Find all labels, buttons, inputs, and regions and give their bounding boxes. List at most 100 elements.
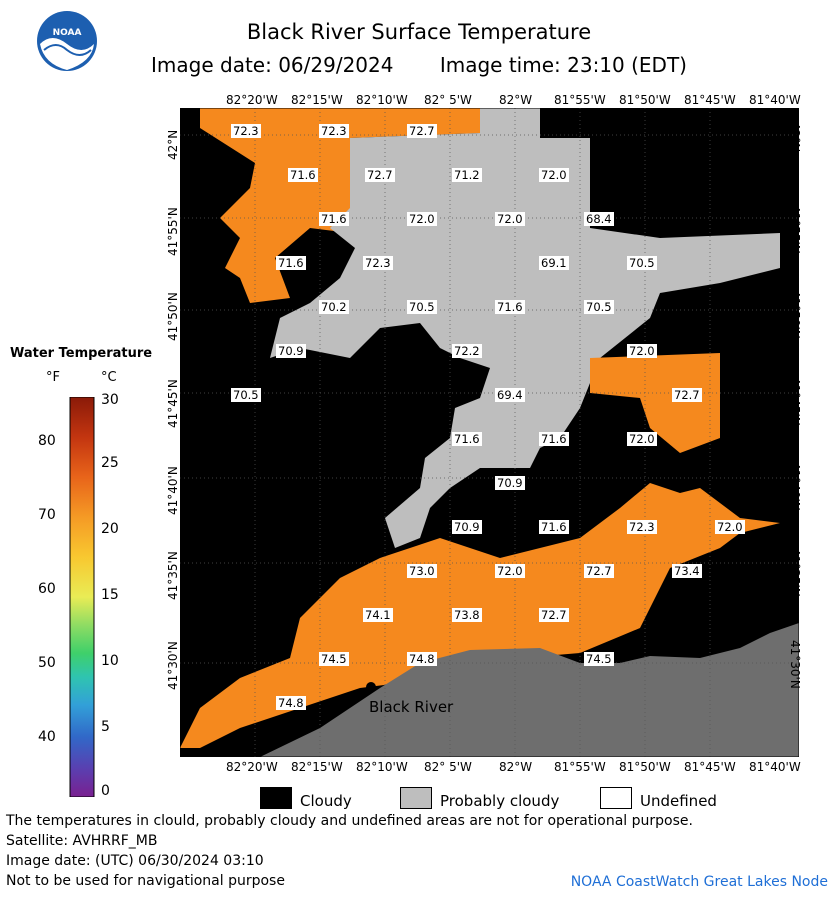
image-datetime: Image date: 06/29/2024 Image time: 23:10…	[0, 53, 838, 77]
black-river-marker	[366, 682, 376, 692]
f-tick-40: 40	[38, 729, 56, 745]
temp-label: 70.9	[495, 476, 525, 490]
temp-label: 71.2	[452, 168, 482, 182]
lon-tick-top-1: 82°20'W	[226, 93, 278, 107]
c-tick-30: 30	[101, 392, 119, 408]
temp-label: 72.0	[627, 344, 657, 358]
lon-tick-bottom-3: 82°10'W	[356, 760, 408, 774]
temp-label: 72.7	[672, 388, 702, 402]
temp-label: 70.5	[407, 300, 437, 314]
lat-tick-left-2: 41°55'N	[166, 207, 180, 256]
lat-tick-left-4: 41°45'N	[166, 379, 180, 428]
lon-tick-bottom-2: 82°15'W	[291, 760, 343, 774]
lon-tick-top-8: 81°45'W	[684, 93, 736, 107]
warm-water-north	[200, 108, 480, 303]
warm-water-east	[590, 353, 720, 453]
footer-satellite: Satellite: AVHRRF_MB	[6, 833, 158, 849]
temp-label: 72.0	[495, 212, 525, 226]
lat-tick-right-7: 41°30'N	[788, 640, 802, 689]
footer-utc-date: Image date: (UTC) 06/30/2024 03:10	[6, 853, 264, 869]
temp-label: 72.0	[407, 212, 437, 226]
temp-label: 72.3	[319, 124, 349, 138]
lat-tick-right-4: 41°45'N	[788, 377, 802, 426]
legend-probably-cloudy-label: Probably cloudy	[440, 792, 560, 810]
temp-label: 72.3	[363, 256, 393, 270]
lon-tick-top-6: 81°55'W	[554, 93, 606, 107]
lon-tick-top-7: 81°50'W	[619, 93, 671, 107]
temp-label: 71.6	[319, 212, 349, 226]
temp-label: 72.7	[407, 124, 437, 138]
temp-label: 70.5	[231, 388, 261, 402]
temp-label: 72.2	[452, 344, 482, 358]
lon-tick-top-5: 82°W	[499, 93, 533, 107]
temp-label: 70.9	[452, 520, 482, 534]
c-tick-5: 5	[101, 719, 110, 735]
lon-tick-top-3: 82°10'W	[356, 93, 408, 107]
page-title: Black River Surface Temperature	[246, 20, 592, 44]
lat-tick-left-6: 41°35'N	[166, 551, 180, 600]
lat-tick-left-1: 42°N	[166, 129, 180, 160]
color-bar	[69, 397, 95, 797]
noaa-logo: NOAA	[36, 10, 98, 72]
credit: NOAA CoastWatch Great Lakes Node	[570, 874, 828, 890]
temp-label: 71.6	[495, 300, 525, 314]
black-river-label: Black River	[369, 698, 454, 716]
c-tick-25: 25	[101, 455, 119, 471]
lon-tick-bottom-9: 81°40'W	[749, 760, 801, 774]
temperature-map	[180, 108, 799, 757]
temp-label: 69.1	[539, 256, 569, 270]
legend-undefined-swatch	[600, 787, 632, 809]
lat-tick-left-3: 41°50'N	[166, 292, 180, 341]
lon-tick-bottom-1: 82°20'W	[226, 760, 278, 774]
temp-label: 72.0	[495, 564, 525, 578]
temp-label: 73.0	[407, 564, 437, 578]
temp-label: 70.5	[627, 256, 657, 270]
legend-cloudy-swatch	[260, 787, 292, 809]
temp-label: 71.6	[452, 432, 482, 446]
temp-label: 72.7	[584, 564, 614, 578]
temp-label: 71.6	[539, 432, 569, 446]
lon-tick-bottom-7: 81°50'W	[619, 760, 671, 774]
temp-label: 71.6	[539, 520, 569, 534]
temp-label: 72.0	[627, 432, 657, 446]
lon-tick-top-9: 81°40'W	[749, 93, 801, 107]
temp-label: 70.9	[276, 344, 306, 358]
temp-label: 74.8	[276, 696, 306, 710]
legend-probably-cloudy-swatch	[400, 787, 432, 809]
lat-tick-right-2: 41°55'N	[788, 205, 802, 254]
land	[260, 623, 799, 757]
legend-undefined-label: Undefined	[640, 792, 717, 810]
lon-tick-top-2: 82°15'W	[291, 93, 343, 107]
image-date: Image date: 06/29/2024	[151, 53, 394, 77]
temp-label: 74.5	[319, 652, 349, 666]
legend-unit-c: °C	[101, 370, 117, 385]
lon-tick-bottom-4: 82° 5'W	[424, 760, 472, 774]
temp-label: 70.2	[319, 300, 349, 314]
lat-tick-right-3: 41°50'N	[788, 290, 802, 339]
temp-label: 73.8	[452, 608, 482, 622]
temp-label: 71.6	[288, 168, 318, 182]
temp-label: 68.4	[584, 212, 614, 226]
c-tick-10: 10	[101, 653, 119, 669]
lat-tick-left-5: 41°40'N	[166, 466, 180, 515]
temp-label: 71.6	[276, 256, 306, 270]
f-tick-60: 60	[38, 581, 56, 597]
temp-label: 72.3	[231, 124, 261, 138]
image-time: Image time: 23:10 (EDT)	[439, 53, 687, 77]
footer-navigation-warning: Not to be used for navigational purpose	[6, 873, 285, 889]
footer-note: The temperatures in clould, probably clo…	[6, 813, 693, 829]
lon-tick-bottom-8: 81°45'W	[684, 760, 736, 774]
legend-title: Water Temperature	[10, 346, 153, 361]
temp-label: 72.7	[539, 608, 569, 622]
lat-tick-right-6: 41°35'N	[788, 548, 802, 597]
c-tick-0: 0	[101, 783, 110, 799]
legend-cloudy-label: Cloudy	[300, 792, 352, 810]
lon-tick-bottom-6: 81°55'W	[554, 760, 606, 774]
c-tick-20: 20	[101, 521, 119, 537]
temp-label: 72.0	[715, 520, 745, 534]
legend-unit-f: °F	[46, 370, 60, 385]
probably-cloudy-central	[270, 108, 780, 548]
lat-tick-left-7: 41°30'N	[166, 641, 180, 690]
temp-label: 70.5	[584, 300, 614, 314]
lon-tick-top-4: 82° 5'W	[424, 93, 472, 107]
